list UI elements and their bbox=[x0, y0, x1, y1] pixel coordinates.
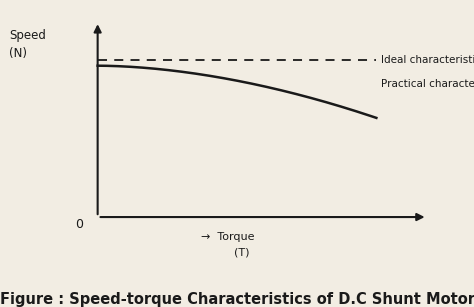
Text: (N): (N) bbox=[9, 48, 27, 60]
Text: Practical characteristics: Practical characteristics bbox=[381, 79, 474, 89]
Text: Figure : Speed-torque Characteristics of D.C Shunt Motor: Figure : Speed-torque Characteristics of… bbox=[0, 292, 474, 307]
Text: 0: 0 bbox=[75, 218, 83, 231]
Text: →  Torque: → Torque bbox=[201, 231, 255, 242]
Text: Ideal characteristics: Ideal characteristics bbox=[381, 56, 474, 65]
Text: Speed: Speed bbox=[9, 29, 46, 42]
Text: (T): (T) bbox=[234, 247, 249, 257]
